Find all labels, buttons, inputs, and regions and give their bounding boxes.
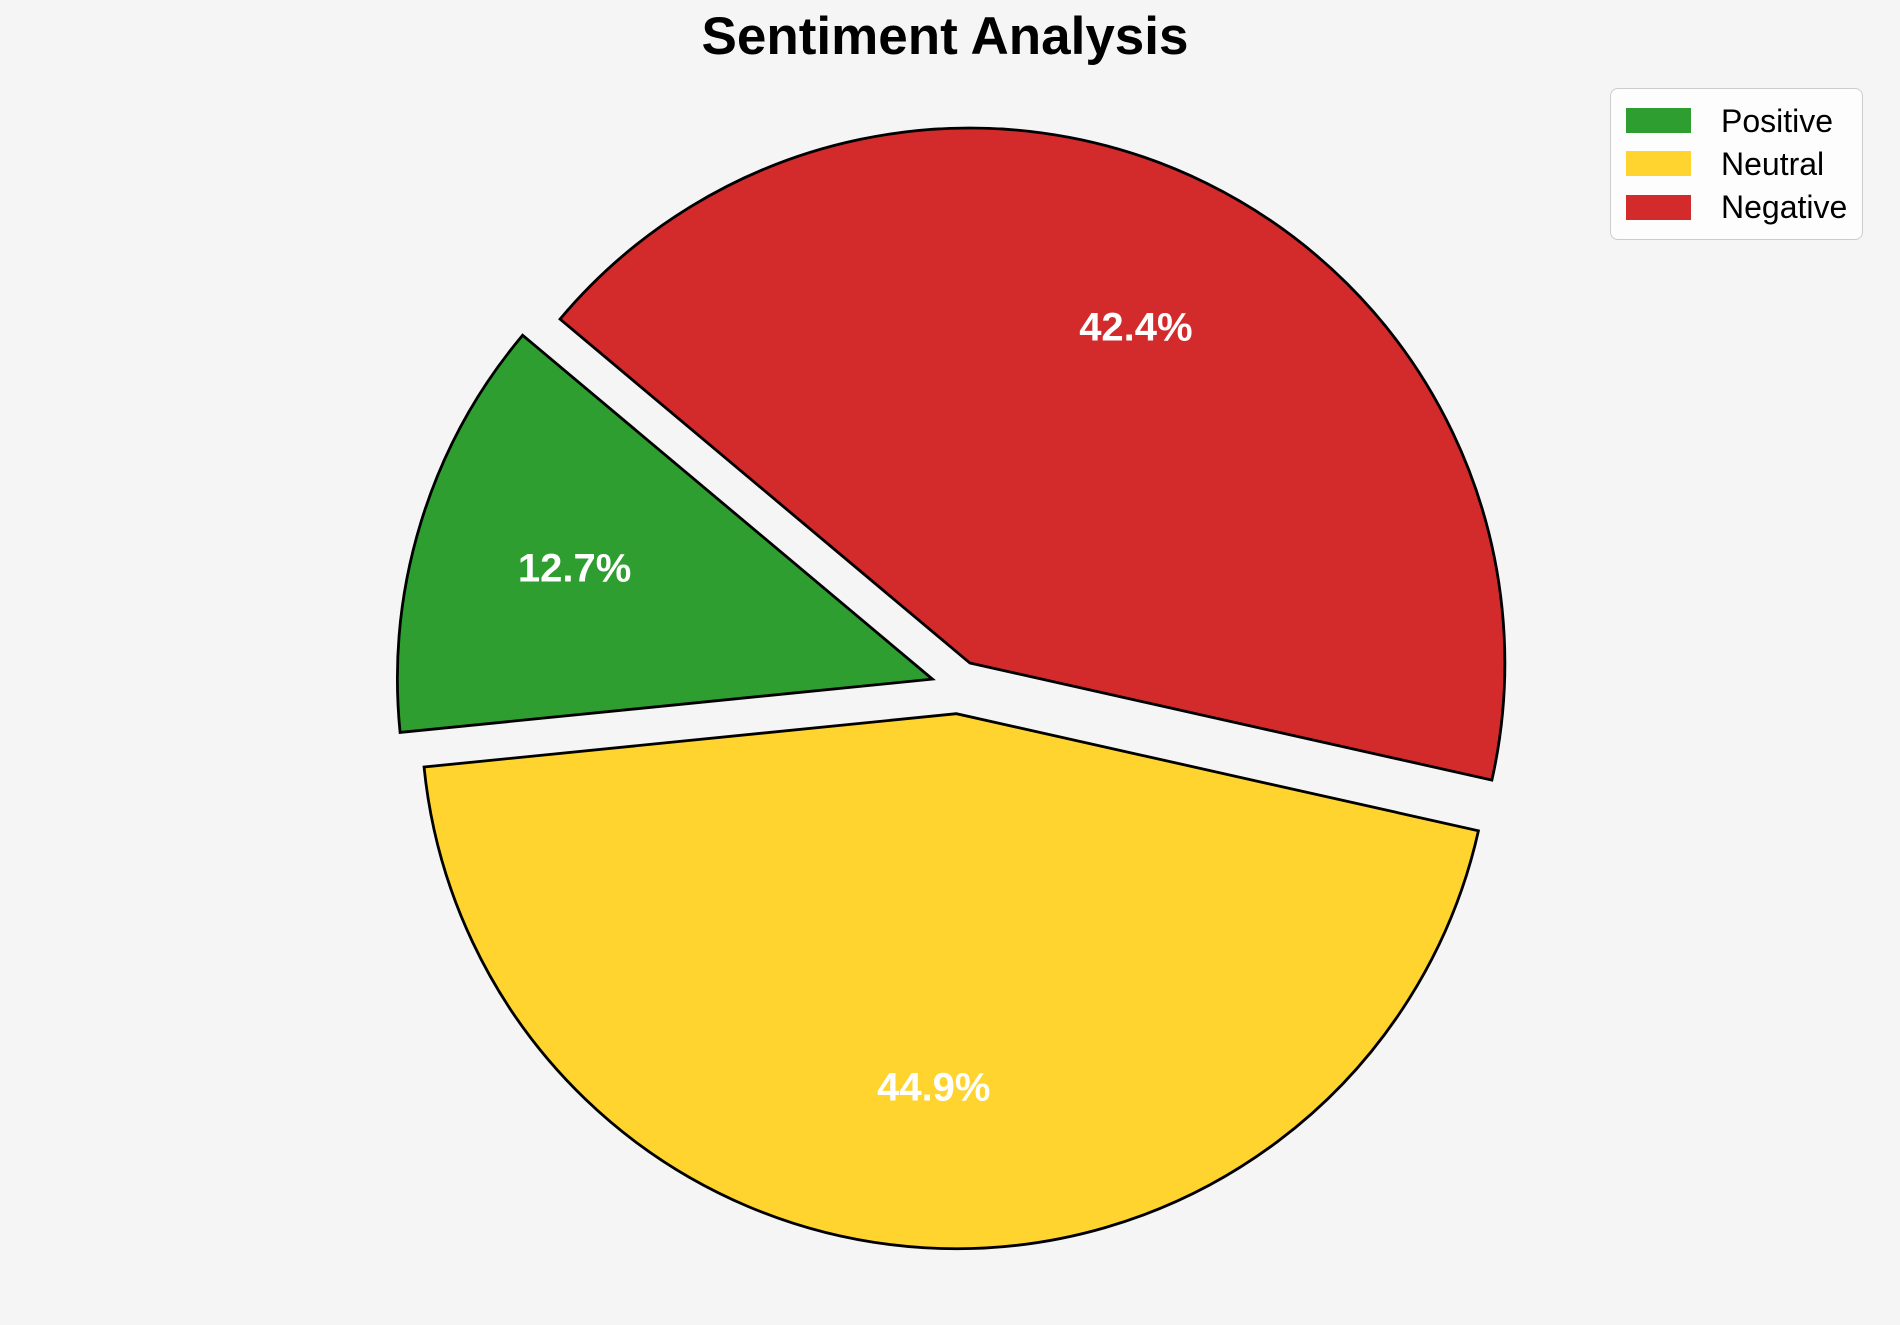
legend-label: Negative bbox=[1721, 189, 1848, 226]
pie-wedge-positive bbox=[396, 333, 936, 734]
pie-wedge-neutral bbox=[422, 712, 1481, 1251]
positive-swatch-icon bbox=[1626, 108, 1691, 134]
legend-item-negative: Negative bbox=[1626, 186, 1848, 229]
percent-label-negative: 42.4% bbox=[1079, 305, 1192, 349]
pie-percent-labels: 12.7% 44.9% 42.4% bbox=[518, 305, 1193, 1109]
legend-box: Positive Neutral Negative bbox=[1610, 88, 1863, 240]
chart-title: Sentiment Analysis bbox=[701, 7, 1189, 66]
legend-item-positive: Positive bbox=[1626, 99, 1848, 142]
pie-wedges bbox=[396, 126, 1507, 1251]
legend-item-neutral: Neutral bbox=[1626, 142, 1848, 185]
neutral-swatch-icon bbox=[1626, 151, 1691, 177]
percent-label-positive: 12.7% bbox=[518, 547, 631, 591]
negative-swatch-icon bbox=[1626, 194, 1691, 220]
pie-wedge-negative bbox=[558, 126, 1507, 782]
legend-label: Positive bbox=[1721, 102, 1834, 139]
percent-label-neutral: 44.9% bbox=[877, 1066, 990, 1110]
legend-label: Neutral bbox=[1721, 145, 1825, 182]
